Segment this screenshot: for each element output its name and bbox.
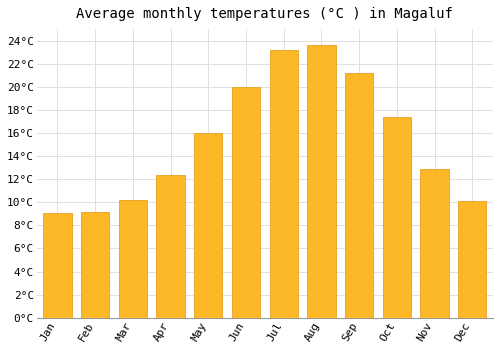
Bar — [458, 201, 486, 318]
Bar — [270, 50, 298, 318]
Bar — [345, 73, 374, 318]
Bar — [81, 211, 110, 318]
Bar — [118, 200, 147, 318]
Bar — [420, 169, 448, 318]
Bar — [308, 45, 336, 318]
Bar — [44, 213, 72, 318]
Bar — [156, 175, 184, 318]
Title: Average monthly temperatures (°C ) in Magaluf: Average monthly temperatures (°C ) in Ma… — [76, 7, 454, 21]
Bar — [232, 87, 260, 318]
Bar — [382, 117, 411, 318]
Bar — [194, 133, 222, 318]
